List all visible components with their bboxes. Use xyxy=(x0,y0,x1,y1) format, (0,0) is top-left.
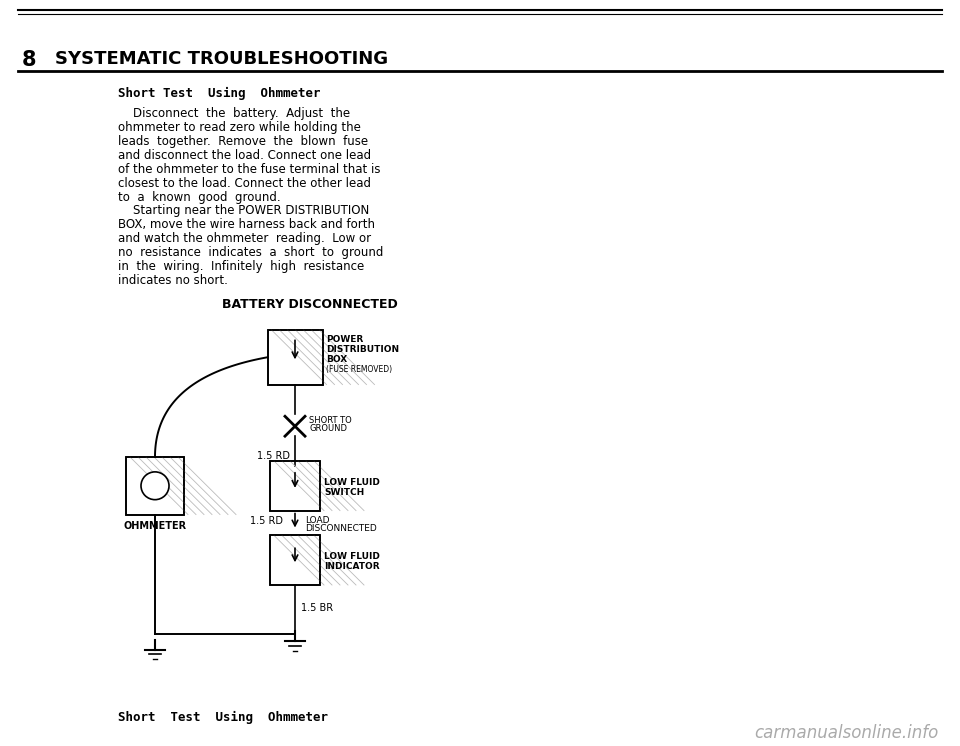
Text: BOX, move the wire harness back and forth: BOX, move the wire harness back and fort… xyxy=(118,219,375,231)
Text: 8: 8 xyxy=(22,50,36,69)
Text: INDICATOR: INDICATOR xyxy=(324,562,379,571)
FancyBboxPatch shape xyxy=(268,330,323,384)
Text: 1.5 RD: 1.5 RD xyxy=(250,515,283,525)
Text: SYSTEMATIC TROUBLESHOOTING: SYSTEMATIC TROUBLESHOOTING xyxy=(55,50,388,68)
Text: of the ohmmeter to the fuse terminal that is: of the ohmmeter to the fuse terminal tha… xyxy=(118,163,380,176)
FancyBboxPatch shape xyxy=(126,457,184,515)
Text: LOAD: LOAD xyxy=(305,515,329,524)
Text: LOW FLUID: LOW FLUID xyxy=(324,552,380,561)
Text: closest to the load. Connect the other lead: closest to the load. Connect the other l… xyxy=(118,177,371,189)
Text: BOX: BOX xyxy=(326,355,348,364)
Text: no  resistance  indicates  a  short  to  ground: no resistance indicates a short to groun… xyxy=(118,246,383,259)
Text: Starting near the POWER DISTRIBUTION: Starting near the POWER DISTRIBUTION xyxy=(118,204,370,217)
Text: leads  together.  Remove  the  blown  fuse: leads together. Remove the blown fuse xyxy=(118,135,368,148)
Text: 1.5 RD: 1.5 RD xyxy=(257,451,290,461)
Text: and watch the ohmmeter  reading.  Low or: and watch the ohmmeter reading. Low or xyxy=(118,232,372,245)
Text: POWER: POWER xyxy=(326,336,364,345)
Text: indicates no short.: indicates no short. xyxy=(118,274,228,287)
Text: and disconnect the load. Connect one lead: and disconnect the load. Connect one lea… xyxy=(118,149,372,162)
Text: 1.5 BR: 1.5 BR xyxy=(301,603,333,613)
Circle shape xyxy=(141,472,169,500)
Text: OHMMETER: OHMMETER xyxy=(124,521,186,530)
Text: DISCONNECTED: DISCONNECTED xyxy=(305,524,376,533)
Text: DISTRIBUTION: DISTRIBUTION xyxy=(326,345,399,354)
Text: BATTERY DISCONNECTED: BATTERY DISCONNECTED xyxy=(222,298,397,311)
Text: in  the  wiring.  Infinitely  high  resistance: in the wiring. Infinitely high resistanc… xyxy=(118,260,364,273)
Text: (FUSE REMOVED): (FUSE REMOVED) xyxy=(326,366,393,374)
Text: SWITCH: SWITCH xyxy=(324,488,364,497)
Text: Disconnect  the  battery.  Adjust  the: Disconnect the battery. Adjust the xyxy=(118,107,350,120)
FancyBboxPatch shape xyxy=(270,536,320,585)
Text: LOW FLUID: LOW FLUID xyxy=(324,478,380,487)
Text: to  a  known  good  ground.: to a known good ground. xyxy=(118,190,280,204)
Text: GROUND: GROUND xyxy=(309,424,347,433)
Text: carmanualsonline.info: carmanualsonline.info xyxy=(754,724,938,742)
FancyBboxPatch shape xyxy=(270,461,320,510)
Text: Short Test  Using  Ohmmeter: Short Test Using Ohmmeter xyxy=(118,87,321,101)
Text: ohmmeter to read zero while holding the: ohmmeter to read zero while holding the xyxy=(118,121,361,134)
Text: SHORT TO: SHORT TO xyxy=(309,416,351,425)
Text: Short  Test  Using  Ohmmeter: Short Test Using Ohmmeter xyxy=(118,710,328,724)
